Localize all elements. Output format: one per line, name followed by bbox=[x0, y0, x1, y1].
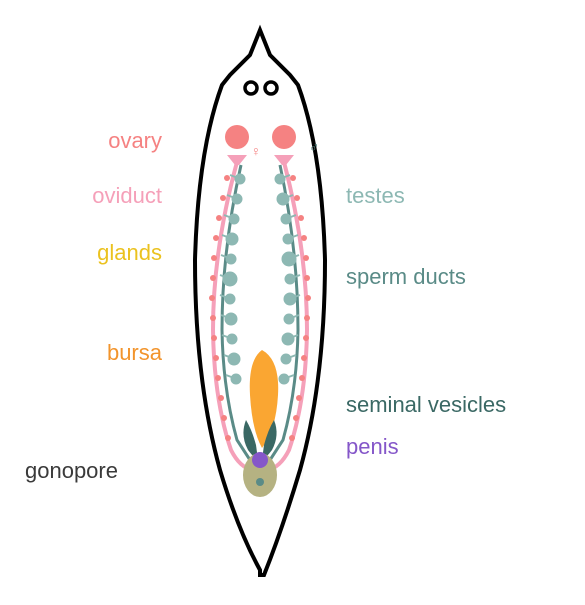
label-testes: testes bbox=[346, 183, 405, 209]
label-oviduct: oviduct bbox=[92, 183, 162, 209]
label-penis: penis bbox=[346, 434, 399, 460]
male-symbol: ♂ bbox=[309, 139, 320, 155]
label-ovary: ovary bbox=[108, 128, 162, 154]
label-glands: glands bbox=[97, 240, 162, 266]
planarian-diagram: ♀ ♂ bbox=[0, 0, 585, 600]
gonopore-opening bbox=[256, 478, 264, 486]
label-seminal-vesicles: seminal vesicles bbox=[346, 392, 506, 418]
female-symbol: ♀ bbox=[251, 143, 262, 159]
ovary-left bbox=[225, 125, 249, 149]
diagram-container: ♀ ♂ ovary oviduct glands bursa gonopore … bbox=[0, 0, 585, 600]
label-bursa: bursa bbox=[107, 340, 162, 366]
label-sperm-ducts: sperm ducts bbox=[346, 264, 466, 290]
label-gonopore: gonopore bbox=[25, 458, 118, 484]
penis bbox=[252, 452, 268, 468]
ovary-right bbox=[272, 125, 296, 149]
